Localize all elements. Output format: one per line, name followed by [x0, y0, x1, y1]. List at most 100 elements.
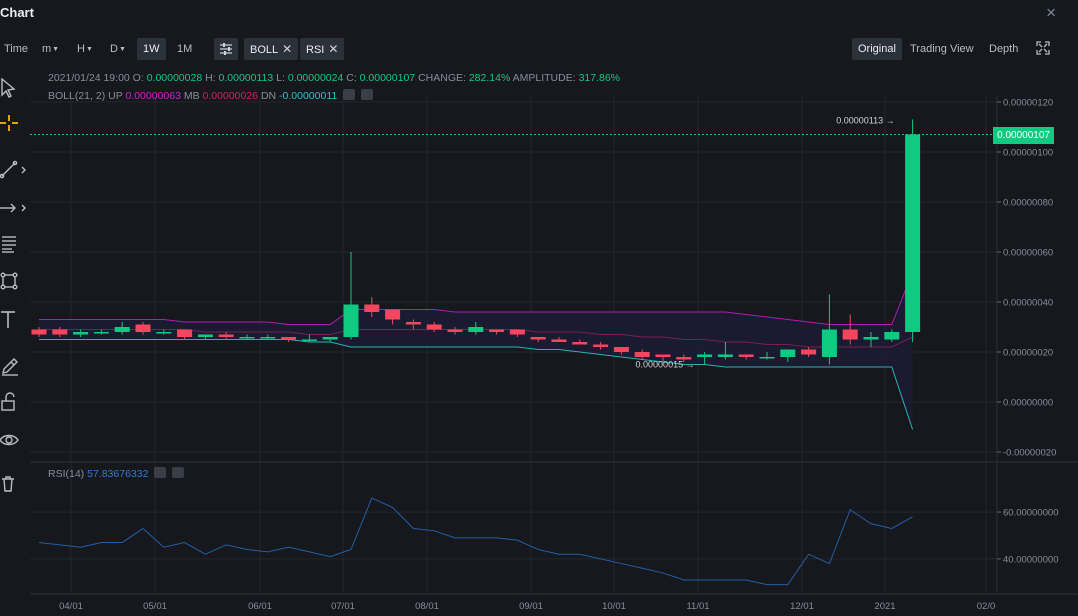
- sliders-icon[interactable]: [214, 38, 238, 60]
- candle-body: [863, 337, 879, 340]
- candle-body: [572, 342, 588, 345]
- indicator-chip-rsi[interactable]: RSI ✕: [300, 38, 345, 60]
- x-tick-label: 07/01: [331, 601, 355, 612]
- change-label: CHANGE:: [418, 72, 466, 84]
- rsi-tick-label: 60.00000000: [1003, 508, 1058, 519]
- lock-icon[interactable]: [0, 388, 30, 414]
- x-tick-label: 02/0: [977, 601, 996, 612]
- candle-body: [135, 324, 151, 332]
- trash-icon[interactable]: [0, 470, 30, 496]
- fib-icon[interactable]: [0, 230, 30, 256]
- x-tick-label: 2021: [874, 601, 895, 612]
- candle-body: [842, 329, 858, 340]
- candle-body: [405, 322, 421, 325]
- change-value: 282.14%: [468, 72, 511, 84]
- indicator-chip-boll[interactable]: BOLL ✕: [244, 38, 299, 60]
- text-icon[interactable]: [0, 306, 30, 332]
- open-value: 0.00000028: [146, 72, 203, 84]
- chart-area[interactable]: 0.00000120 0.00000100 0.00000080 0.00000060…: [30, 66, 1078, 616]
- view-original[interactable]: Original: [852, 38, 902, 60]
- candle-body: [697, 354, 713, 357]
- cursor-icon[interactable]: [0, 74, 30, 100]
- rsi-name: RSI(14): [48, 468, 85, 480]
- candle-body: [551, 339, 567, 342]
- candle-body: [821, 329, 837, 357]
- high-value: 0.00000113: [218, 72, 274, 84]
- rsi-tick-label: 40.00000000: [1003, 554, 1058, 565]
- candle-body: [759, 357, 775, 359]
- rsi-value: 57.83676332: [87, 468, 149, 480]
- candle-body: [738, 354, 754, 357]
- caret-down-icon: ▼: [52, 46, 60, 53]
- time-label[interactable]: Time: [4, 43, 29, 55]
- y-tick-label: 0.00000000: [1003, 398, 1053, 409]
- close-value: 0.00000107: [359, 72, 416, 84]
- x-tick-label: 06/01: [248, 601, 272, 612]
- remove-icon[interactable]: ✕: [328, 42, 339, 56]
- candle-body: [530, 337, 546, 340]
- interval-hours[interactable]: H▼: [77, 38, 93, 60]
- remove-icon[interactable]: ✕: [282, 42, 293, 56]
- interval-minutes[interactable]: m▼: [42, 38, 59, 60]
- rsi-visibility-icon[interactable]: [154, 467, 167, 478]
- interval-days[interactable]: D▼: [110, 38, 126, 60]
- candle-body: [73, 332, 89, 335]
- candle-body: [509, 329, 525, 335]
- candle-body: [301, 339, 317, 341]
- candle-body: [31, 329, 47, 335]
- indicator-label: BOLL: [250, 44, 279, 56]
- candle-body: [780, 349, 796, 357]
- shape-icon[interactable]: [0, 268, 30, 294]
- low-value: 0.00000024: [287, 72, 344, 84]
- y-tick-label: 0.00000060: [1003, 248, 1053, 259]
- close-icon[interactable]: ×: [1046, 3, 1056, 22]
- boll-settings-icon[interactable]: [361, 89, 374, 100]
- candle-body: [239, 337, 255, 339]
- min-price-marker: 0.00000015 →: [636, 360, 695, 370]
- x-tick-label: 08/01: [415, 601, 439, 612]
- last-price-label: 0.00000107: [993, 127, 1054, 144]
- interval-1w[interactable]: 1W: [137, 38, 166, 60]
- candle-body: [801, 349, 817, 355]
- drawing-toolbar: [0, 66, 30, 616]
- eye-icon[interactable]: [0, 426, 30, 452]
- x-tick-label: 05/01: [143, 601, 167, 612]
- y-tick-label: 0.00000020: [1003, 348, 1053, 359]
- crosshair-icon[interactable]: [0, 110, 30, 136]
- candle-body: [613, 347, 629, 352]
- x-tick-label: 09/01: [519, 601, 543, 612]
- title-bar: Chart ×: [0, 0, 1078, 30]
- interval-1m[interactable]: 1M: [177, 43, 193, 55]
- y-tick-label: 0.00000120: [1003, 98, 1053, 109]
- boll-visibility-icon[interactable]: [343, 89, 356, 100]
- boll-mb-value: 0.00000026: [202, 90, 259, 102]
- boll-up-value: 0.00000063: [125, 90, 181, 102]
- ohlc-date: 2021/01/24 19:00: [48, 72, 130, 84]
- caret-down-icon: ▼: [85, 46, 93, 53]
- low-label: L:: [276, 72, 285, 84]
- y-tick-label: 0.00000100: [1003, 148, 1053, 159]
- rsi-legend: RSI(14) 57.83676332: [48, 467, 185, 480]
- caret-down-icon: ▼: [118, 46, 126, 53]
- ohlc-legend: 2021/01/24 19:00 O: 0.00000028 H: 0.0000…: [48, 72, 620, 84]
- candle-body: [177, 329, 193, 337]
- candle-body: [52, 329, 68, 335]
- pencil-icon[interactable]: [0, 352, 30, 378]
- candle-body: [884, 332, 900, 340]
- boll-mb-label: MB: [183, 90, 200, 102]
- max-price-marker: 0.00000113 →: [836, 116, 894, 126]
- amplitude-value: 317.86%: [578, 72, 621, 84]
- trend-line-icon[interactable]: [0, 156, 30, 182]
- candle-body: [447, 329, 463, 332]
- indicator-label: RSI: [306, 44, 325, 56]
- candle-body: [489, 329, 505, 332]
- rsi-settings-icon[interactable]: [172, 467, 185, 478]
- expand-icon[interactable]: [1036, 41, 1050, 63]
- horizontal-ray-icon[interactable]: [0, 194, 30, 220]
- candle-body: [655, 354, 671, 357]
- candlestick-chart[interactable]: 0.00000120 0.00000100 0.00000080 0.00000060…: [30, 66, 1078, 616]
- view-trading-view[interactable]: Trading View: [910, 43, 974, 55]
- candle-body: [717, 354, 733, 357]
- view-depth[interactable]: Depth: [989, 43, 1019, 55]
- interval-label: D: [110, 43, 118, 55]
